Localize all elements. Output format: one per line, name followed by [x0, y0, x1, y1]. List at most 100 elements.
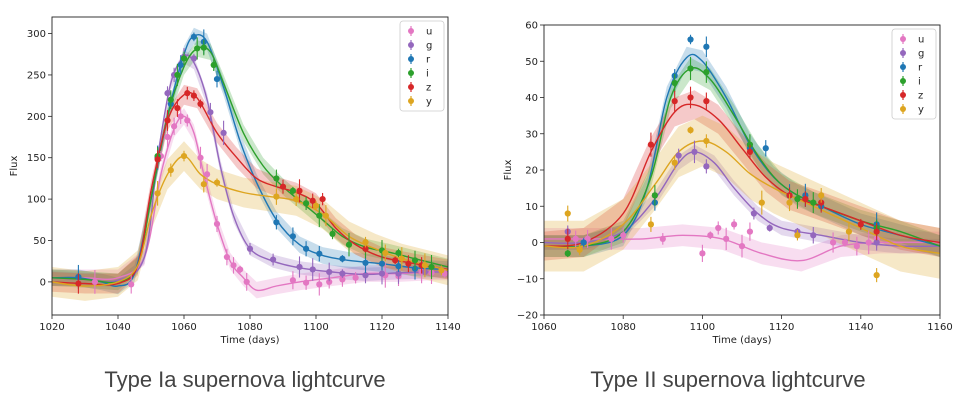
- point-g: [362, 272, 369, 279]
- curve-r: [544, 53, 940, 248]
- chart-panel-2: 1060 1080 1100 1120 1140 1160 −20 −10 0 10 20 30 40 5…: [503, 21, 953, 393]
- chart-panel-1: 1020 1040 1060 1080 1100 1120 1140 0 50 100 150 200…: [9, 16, 461, 392]
- point-g: [309, 266, 316, 273]
- point-g: [766, 224, 773, 232]
- point-z: [75, 280, 82, 287]
- point-r: [339, 255, 346, 262]
- point-z: [190, 92, 197, 99]
- point-g: [873, 239, 880, 246]
- point-i: [746, 141, 754, 148]
- point-g: [207, 109, 214, 116]
- y-tick-label: 100: [27, 195, 46, 206]
- legend-marker-g: [408, 42, 414, 48]
- point-r: [273, 219, 280, 226]
- x-tick-label: 1080: [237, 322, 262, 333]
- point-u: [829, 239, 837, 246]
- point-u: [715, 224, 722, 232]
- point-z: [197, 100, 204, 108]
- x-tick-label: 1040: [105, 322, 130, 333]
- y-tick-label: 10: [525, 202, 538, 213]
- point-z: [564, 235, 571, 242]
- point-y: [564, 210, 571, 217]
- point-u: [237, 266, 244, 273]
- point-y: [438, 267, 445, 274]
- y-tick-label: 150: [27, 153, 46, 164]
- x-tick-label: 1100: [303, 322, 328, 333]
- point-y: [180, 152, 188, 160]
- point-u: [620, 232, 627, 239]
- legend-marker-y: [900, 106, 906, 112]
- x-tick-label: 1120: [369, 322, 394, 333]
- point-y: [647, 221, 655, 228]
- point-i: [316, 212, 323, 219]
- point-g: [395, 270, 402, 277]
- point-u: [608, 235, 615, 242]
- point-g: [339, 270, 346, 277]
- y-tick-label: 250: [27, 70, 46, 81]
- y-tick-label: 30: [525, 129, 538, 140]
- point-r: [687, 36, 694, 43]
- legend-label-g: g: [918, 49, 924, 60]
- plot-content: [52, 27, 448, 301]
- point-u: [184, 117, 191, 124]
- point-r: [316, 250, 323, 257]
- y-tick-label: 0: [532, 238, 538, 249]
- point-i: [564, 250, 571, 257]
- point-u: [339, 276, 346, 283]
- point-y: [312, 202, 320, 209]
- point-g: [164, 90, 171, 97]
- point-u: [730, 221, 738, 228]
- legend-marker-r: [900, 64, 906, 70]
- point-g: [220, 129, 227, 136]
- point-i: [329, 230, 336, 237]
- point-r: [362, 259, 369, 266]
- point-z: [154, 156, 161, 163]
- point-z: [671, 98, 678, 105]
- legend-marker-y: [408, 98, 414, 104]
- band-z: [544, 90, 940, 261]
- point-y: [293, 196, 300, 203]
- legend-marker-z: [900, 92, 906, 98]
- point-z: [857, 221, 864, 228]
- point-u: [204, 171, 211, 178]
- y-tick-label: 0: [40, 277, 46, 288]
- legend-box: [891, 28, 937, 120]
- point-y: [671, 159, 678, 166]
- legend-label-y: y: [426, 97, 432, 108]
- point-u: [223, 253, 230, 261]
- point-y: [786, 199, 793, 206]
- point-z: [184, 90, 191, 97]
- band-r: [544, 46, 940, 257]
- x-tick-label: 1140: [848, 322, 873, 333]
- legend-label-y: y: [918, 105, 924, 116]
- point-y: [687, 127, 694, 134]
- point-i: [194, 45, 201, 52]
- point-g: [675, 152, 682, 159]
- point-i: [395, 249, 402, 257]
- point-y: [703, 137, 710, 145]
- point-u: [230, 262, 237, 269]
- legend-label-z: z: [426, 83, 431, 94]
- legend-marker-r: [408, 56, 414, 62]
- point-r: [289, 233, 296, 240]
- point-u: [723, 235, 730, 242]
- point-u: [289, 277, 296, 284]
- y-tick-label: 200: [27, 112, 46, 123]
- point-z: [873, 228, 880, 235]
- point-u: [699, 250, 706, 257]
- legend-box: [399, 20, 445, 112]
- point-g: [378, 270, 386, 277]
- x-tick-label: 1060: [531, 322, 556, 333]
- point-z: [746, 148, 754, 155]
- point-r: [177, 61, 184, 69]
- band-y: [52, 141, 448, 301]
- point-u: [738, 243, 746, 250]
- x-tick-label: 1060: [171, 322, 196, 333]
- legend-marker-u: [900, 36, 906, 42]
- point-i: [703, 69, 710, 76]
- y-tick-label: 40: [525, 93, 538, 104]
- point-g: [810, 232, 817, 239]
- point-u: [659, 235, 666, 242]
- point-z: [296, 187, 303, 194]
- point-i: [411, 257, 419, 264]
